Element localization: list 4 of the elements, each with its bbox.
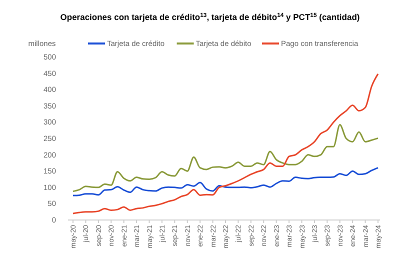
chart-title: Operaciones con tarjeta de crédito$^{13}$, tarjeta de débito$^{14}$ y PCT$^{15}$ (cantidad) <box>60 12 360 22</box>
line-series <box>72 167 379 196</box>
line-series <box>72 124 379 192</box>
line-series <box>72 73 379 214</box>
